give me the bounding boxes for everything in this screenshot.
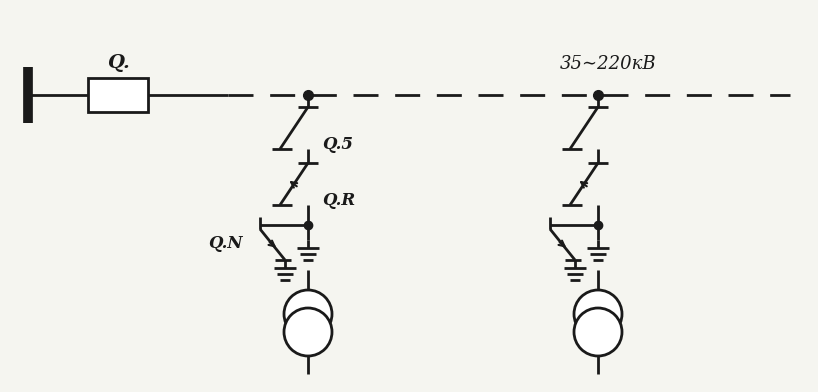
Circle shape [284,290,332,338]
Text: Q.R: Q.R [322,192,355,209]
Circle shape [574,308,622,356]
Text: Q.5: Q.5 [322,136,353,152]
Bar [88,78,148,112]
Text: 35∼220кВ: 35∼220кВ [560,55,657,73]
Circle shape [574,290,622,338]
Text: Q.: Q. [106,54,129,72]
Text: Q.N: Q.N [208,234,243,252]
Circle shape [284,308,332,356]
